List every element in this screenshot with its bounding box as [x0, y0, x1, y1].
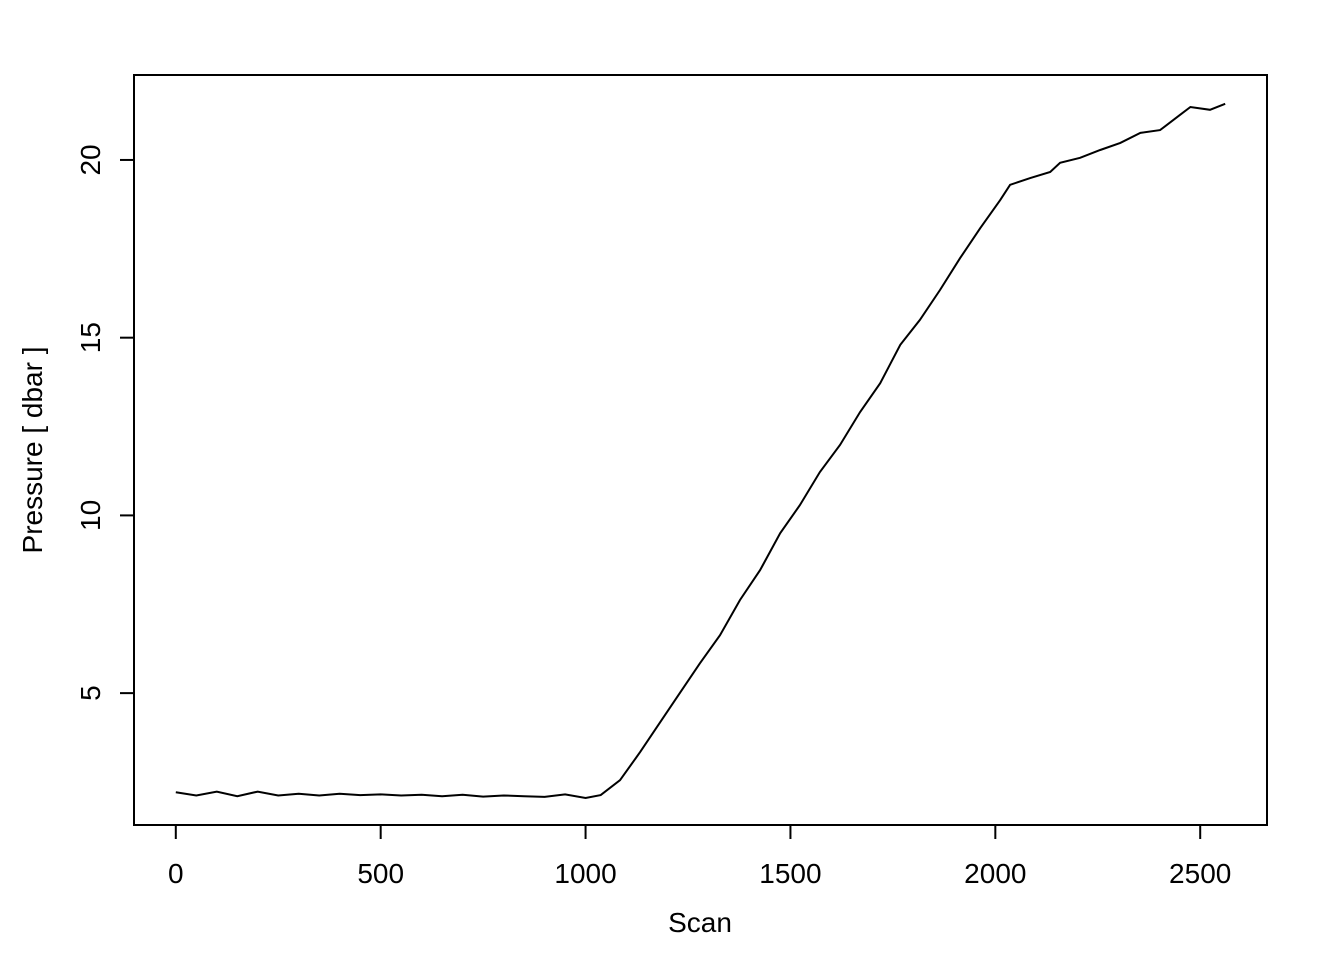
plot-frame: [133, 74, 1268, 826]
x-tick-label: 1500: [759, 858, 821, 889]
y-tick-label: 15: [75, 322, 106, 353]
x-tick-label: 1000: [554, 858, 616, 889]
x-tick-label: 2000: [964, 858, 1026, 889]
x-axis: 0 500 1000 1500 2000 2500: [168, 824, 1231, 889]
pressure-line: [175, 102, 1226, 800]
y-tick-label: 5: [75, 685, 106, 701]
y-tick-label: 10: [75, 500, 106, 531]
x-axis-label: Scan: [668, 907, 732, 938]
y-tick-label: 20: [75, 144, 106, 175]
y-axis-label: Pressure [ dbar ]: [17, 347, 48, 554]
x-tick-label: 500: [357, 858, 404, 889]
x-tick-label: 2500: [1169, 858, 1231, 889]
x-tick-label: 0: [168, 858, 184, 889]
y-axis: 5 10 15 20: [75, 144, 135, 701]
